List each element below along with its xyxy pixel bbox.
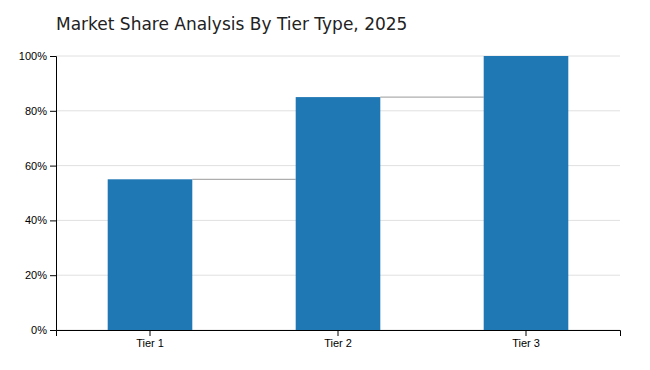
- x-tick-label: Tier 1: [136, 337, 164, 349]
- chart-svg: Market Share Analysis By Tier Type, 2025…: [0, 0, 650, 370]
- chart-container: Market Share Analysis By Tier Type, 2025…: [0, 0, 650, 370]
- y-axis: 0% 20% 40% 60% 80% 100%: [19, 50, 57, 336]
- x-axis-line: [57, 331, 621, 337]
- y-tick-mark: [50, 111, 56, 112]
- marks: [108, 56, 569, 330]
- x-tick-mark: [338, 330, 339, 336]
- x-tick: Tier 2: [324, 330, 352, 349]
- y-axis-line: [50, 57, 57, 331]
- bar: [108, 179, 193, 330]
- x-tick-mark: [150, 330, 151, 336]
- y-tick-label: 60%: [25, 160, 47, 172]
- y-tick: 20%: [25, 269, 56, 281]
- x-tick: Tier 1: [136, 330, 164, 349]
- y-tick-mark: [50, 56, 56, 57]
- y-tick: 0%: [31, 324, 56, 336]
- x-tick-mark: [526, 330, 527, 336]
- y-tick-label: 100%: [19, 50, 47, 62]
- plot: 0% 20% 40% 60% 80% 100% Tier 1 Tier 2 Tier 3: [19, 50, 621, 349]
- y-tick-mark: [50, 330, 56, 331]
- y-tick: 80%: [25, 105, 56, 117]
- x-axis: Tier 1 Tier 2 Tier 3: [57, 330, 621, 349]
- y-tick: 60%: [25, 160, 56, 172]
- y-tick-label: 40%: [25, 214, 47, 226]
- y-tick-label: 80%: [25, 105, 47, 117]
- y-tick-mark: [50, 275, 56, 276]
- x-tick-label: Tier 3: [512, 337, 540, 349]
- bar: [296, 97, 381, 330]
- bar: [484, 56, 569, 330]
- y-tick-mark: [50, 220, 56, 221]
- y-tick: 100%: [19, 50, 56, 62]
- title: Market Share Analysis By Tier Type, 2025: [56, 14, 407, 34]
- y-tick: 40%: [25, 214, 56, 226]
- y-tick-label: 0%: [31, 324, 47, 336]
- grid: [56, 56, 620, 330]
- connector-line: [192, 179, 295, 180]
- x-tick: Tier 3: [512, 330, 540, 349]
- x-tick-label: Tier 2: [324, 337, 352, 349]
- y-tick-label: 20%: [25, 269, 47, 281]
- y-tick-mark: [50, 166, 56, 167]
- connector-line: [380, 97, 483, 98]
